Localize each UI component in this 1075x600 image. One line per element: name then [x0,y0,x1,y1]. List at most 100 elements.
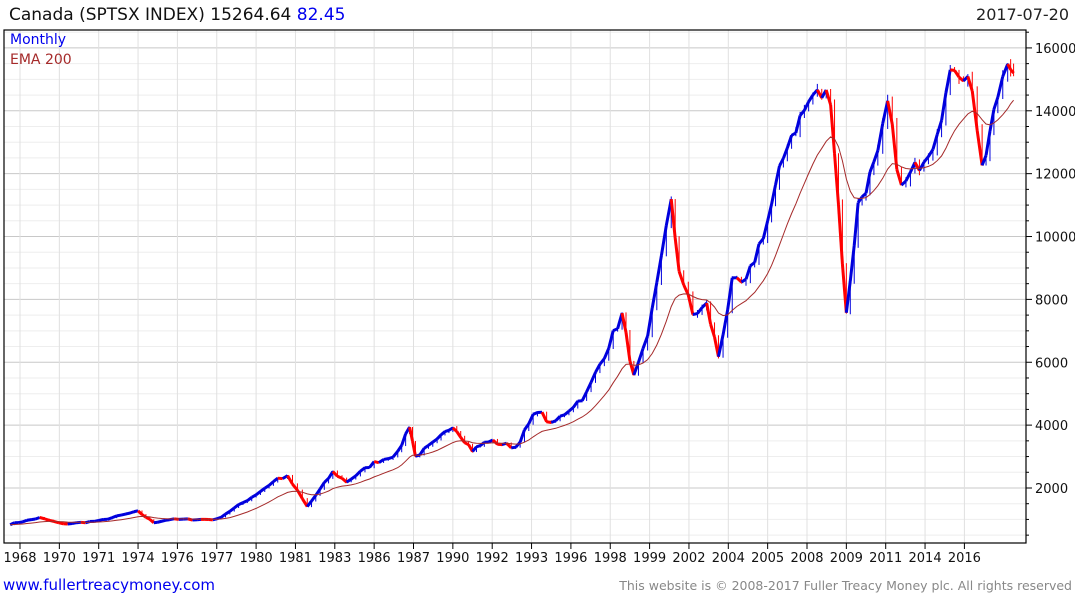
price-bar [904,171,912,182]
price-bar [984,130,992,156]
plot-frame [3,29,1027,544]
price-bar [761,220,770,239]
copyright: This website is © 2008-2017 Fuller Treac… [619,578,1072,593]
price-bar [111,514,118,520]
y-tick-label: 14000 [1035,105,1075,120]
price-bar [686,294,695,315]
price-bar [890,124,899,170]
price-bar [931,134,939,150]
price-bar [953,69,961,78]
price-bar [336,474,343,480]
price-bar [487,438,494,444]
price-bar [852,202,860,246]
y-tick-label: 4000 [1035,419,1068,434]
price-bar [778,157,785,167]
chart-date: 2017-07-20 [976,5,1069,24]
price-bar [310,494,317,502]
price-bar [980,154,988,166]
x-tick-label: 1971 [82,551,115,566]
price-bar [250,493,257,499]
price-bar [632,361,640,376]
site-link[interactable]: www.fullertreacymoney.com [3,576,216,594]
price-bar [491,438,499,446]
price-bar [774,165,781,186]
price-bar [840,263,848,313]
y-tick-label: 12000 [1035,168,1075,183]
price-bar [423,444,430,450]
price-bar [836,204,844,265]
price-bar [794,115,802,134]
price-bar [872,150,880,163]
price-bar [523,422,531,431]
price-bar [26,518,32,522]
price-bar [259,487,266,493]
price-bar [400,433,408,446]
price-bar [602,347,611,360]
price-bar [580,391,588,402]
price-bar [673,237,681,272]
price-bar [263,484,270,490]
price-bar [844,280,852,313]
x-tick-label: 1992 [476,551,509,566]
price-bar [785,134,794,149]
price-bar [790,131,797,137]
price-bar [411,440,417,457]
price-bar [864,171,872,194]
price-bar [383,457,389,461]
price-bar [514,441,522,449]
price-bar [868,161,876,173]
x-tick-label: 1976 [161,551,194,566]
x-tick-label: 1986 [358,551,391,566]
price-bar [940,92,948,121]
x-tick-label: 2005 [751,551,784,566]
price-bar [255,490,262,497]
price-bar [476,444,481,449]
price-bar [373,460,380,465]
price-bar [518,429,526,443]
price-bar [216,515,222,521]
price-bar [107,516,113,521]
price-bar [659,225,668,256]
price-bar [829,104,837,154]
price-bar [620,312,628,333]
price-bar [944,69,952,94]
price-bar [157,519,163,524]
price-bar [268,480,275,487]
price-bar [354,470,362,477]
price-bar [975,130,984,166]
price-bar [655,255,663,283]
price-bar [459,436,466,444]
price-bar [306,500,313,508]
price-bar [455,430,462,439]
price-bar [918,161,926,172]
price-bar [966,75,974,92]
price-bar [448,426,454,432]
x-tick-label: 1970 [43,551,76,566]
price-bar [242,499,248,504]
y-tick-label: 6000 [1035,356,1068,371]
price-bar [572,400,580,409]
price-bar [594,363,602,374]
y-tick-label: 10000 [1035,231,1075,246]
x-tick-label: 1977 [200,551,233,566]
price-bar [391,450,399,459]
price-bar [757,237,765,245]
price-bar [22,518,28,524]
price-bar [471,445,478,453]
price-bar [67,522,73,526]
price-bar [589,371,597,383]
price-bar [71,521,77,525]
price-bar [970,90,979,131]
price-bar [436,433,443,440]
price-bar [165,518,170,522]
price-bar [237,501,244,506]
price-bar [669,198,677,239]
price-bar [567,406,575,413]
chart-title: Canada (SPTSX INDEX) 15264.64 82.45 [9,5,345,25]
price-bar [318,481,326,490]
price-bar [527,413,535,425]
price-bar [120,512,127,517]
price-bar [721,309,730,336]
price-bar [716,334,725,357]
x-tick-label: 1990 [436,551,469,566]
